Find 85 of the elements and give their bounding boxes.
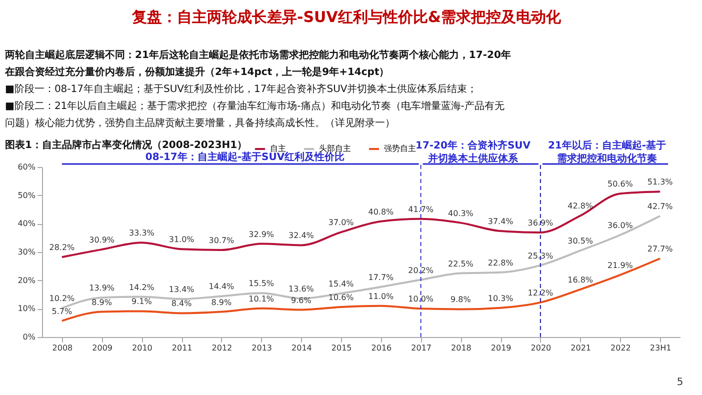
x-tick-label: 2017: [411, 344, 432, 352]
data-label: 51.3%: [647, 178, 674, 187]
y-tick-label: 10%: [18, 304, 36, 314]
y-tick-label: 60%: [18, 162, 36, 172]
x-tick-label: 2019: [490, 344, 512, 352]
text: 08-17年：自主崛起-基于SUV红利及性价比: [145, 151, 345, 163]
data-label: 5.7%: [52, 306, 72, 316]
data-label: 42.7%: [647, 202, 674, 212]
data-label: 9.8%: [450, 295, 472, 304]
data-label: 10.3%: [488, 294, 514, 303]
data-label: 15.4%: [328, 279, 354, 288]
data-label: 9.6%: [291, 296, 312, 305]
text: ■阶段二：21年以后自主崛起；基于需求把控（存量油车红海市场-痛点）和电动化节奏（电车增量蓝海-产品有无: [5, 100, 504, 112]
data-label: 33.3%: [128, 228, 155, 238]
data-label: 36.0%: [607, 221, 634, 230]
data-label: 37.4%: [488, 217, 514, 226]
x-tick-label: 2021: [570, 344, 591, 352]
legend-label: 自主: [270, 144, 286, 153]
data-label: 14.4%: [208, 282, 235, 292]
data-label: 11.0%: [368, 292, 394, 301]
data-label: 14.2%: [128, 282, 155, 292]
data-label: 40.3%: [448, 208, 474, 218]
data-label: 42.8%: [568, 202, 594, 211]
data-label: 17.7%: [368, 272, 394, 282]
data-label: 41.7%: [408, 204, 434, 214]
data-label: 8.4%: [171, 299, 192, 308]
data-label: 32.4%: [288, 231, 314, 240]
data-label: 37.0%: [328, 218, 354, 228]
data-label: 22.5%: [448, 259, 474, 268]
x-tick-label: 2010: [132, 344, 152, 352]
x-tick-label: 2018: [451, 344, 472, 352]
x-tick-label: 2014: [292, 344, 312, 352]
data-label: 16.8%: [568, 275, 594, 284]
data-label: 13.9%: [89, 284, 115, 293]
data-label: 28.2%: [49, 243, 76, 252]
data-label: 9.1%: [132, 297, 152, 306]
data-label: 32.9%: [248, 230, 274, 239]
text: 问题）核心能力优势，强势自主品牌贡献主要增量，具备持续高成长性。（详见附录一）: [5, 117, 395, 129]
x-tick-label: 2011: [172, 344, 192, 352]
data-label: 20.2%: [408, 266, 434, 275]
legend-label: 强势自主: [384, 144, 416, 153]
data-label: 10.0%: [408, 294, 434, 304]
y-tick-label: 0%: [22, 332, 36, 342]
text: 在跟合资经过充分量价内卷后，份额加速提升（2年+14pct，上一轮是9年+14cpt）: [4, 66, 390, 78]
data-label: 30.9%: [89, 235, 115, 244]
data-label: 10.6%: [328, 292, 354, 302]
x-tick-label: 2016: [371, 344, 392, 352]
y-tick-label: 50%: [18, 190, 36, 200]
x-tick-label: 2020: [530, 344, 552, 352]
y-tick-label: 40%: [18, 219, 36, 228]
data-label: 10.2%: [49, 294, 76, 304]
chart-title: 复盘：自主两轮成长差异-SUV红利与性价比&需求把控及电动化: [131, 8, 562, 26]
text: 两轮自主崛起底层逻辑不同：21年后这轮自主崛起是依托市场需求把控能力和电动化节奏两个核心能力，17-20年: [4, 49, 511, 61]
data-label: 30.5%: [568, 236, 594, 246]
data-label: 15.5%: [248, 279, 274, 288]
x-tick-label: 2013: [252, 344, 272, 352]
data-label: 21.9%: [607, 260, 634, 270]
data-label: 27.7%: [647, 244, 674, 254]
x-tick-label: 2015: [331, 344, 352, 352]
x-tick-label: 2008: [52, 344, 73, 352]
data-label: 40.8%: [368, 207, 394, 216]
data-label: 22.8%: [488, 258, 514, 268]
data-label: 13.6%: [288, 284, 314, 294]
text: 17-20年：合资补齐SUV并切换本土供应体系: [415, 140, 531, 164]
legend-label: 头部自主: [319, 144, 351, 153]
data-label: 8.9%: [92, 298, 112, 307]
data-label: 12.2%: [528, 288, 554, 298]
data-label: 25.3%: [528, 251, 554, 260]
text: ■阶段一：08-17年自主崛起；基于SUV红利及性价比，17年起合资补齐SUV并切换本土供应体系后结束；: [5, 83, 478, 95]
chart-subtitle: 图表1：自主品牌市占率变化情况（2008-2023H1）: [5, 139, 248, 151]
data-label: 50.6%: [607, 180, 634, 189]
x-tick-label: 2012: [212, 344, 232, 352]
data-label: 30.7%: [208, 236, 235, 246]
x-tick-label: 2009: [92, 344, 112, 352]
data-label: 10.1%: [248, 294, 274, 304]
x-tick-label: 23H1: [650, 344, 672, 352]
data-label: 36.9%: [528, 218, 554, 228]
x-tick-label: 2022: [610, 344, 631, 352]
text: 21年以后：自主崛起-基于需求把控和电动化节奏: [548, 140, 666, 164]
text: 5: [676, 377, 684, 388]
data-label: 31.0%: [168, 235, 195, 244]
data-label: 13.4%: [168, 285, 195, 294]
data-label: 8.9%: [211, 298, 232, 307]
y-tick-label: 30%: [18, 248, 36, 256]
y-tick-label: 20%: [18, 276, 36, 285]
